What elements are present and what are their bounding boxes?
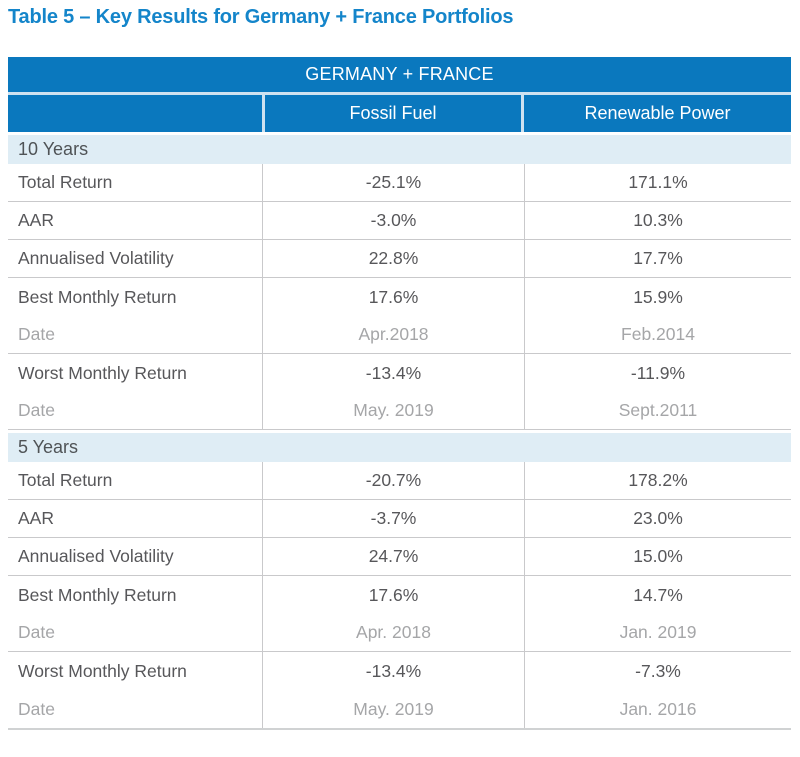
renewable-power-value: 15.0% (524, 538, 791, 575)
renewable-power-value: Feb.2014 (524, 316, 791, 353)
renewable-power-value: 15.9% (524, 278, 791, 316)
table-row: Worst Monthly Return -13.4% -11.9% (8, 354, 791, 392)
fossil-fuel-value: -20.7% (262, 462, 524, 499)
row-label: Worst Monthly Return (18, 362, 187, 383)
table-row: Total Return -20.7% 178.2% (8, 462, 791, 500)
fossil-fuel-value: 22.8% (262, 240, 524, 277)
table-row: Date Apr.2018 Feb.2014 (8, 316, 791, 354)
renewable-power-value: Jan. 2019 (524, 614, 791, 651)
section-5-years: 5 Years Total Return -20.7% 178.2% AAR -… (8, 433, 791, 728)
header-separator (8, 92, 791, 95)
fossil-fuel-value: -3.0% (262, 202, 524, 239)
table-row: Best Monthly Return 17.6% 14.7% (8, 576, 791, 614)
table-row: Total Return -25.1% 171.1% (8, 164, 791, 202)
table-row: Best Monthly Return 17.6% 15.9% (8, 278, 791, 316)
row-label: Best Monthly Return (18, 584, 177, 605)
fossil-fuel-value: Apr. 2018 (262, 614, 524, 651)
table-row: Date Apr. 2018 Jan. 2019 (8, 614, 791, 652)
fossil-fuel-value: -13.4% (262, 652, 524, 690)
fossil-fuel-value: Apr.2018 (262, 316, 524, 353)
fossil-fuel-value: 17.6% (262, 576, 524, 614)
renewable-power-value: 14.7% (524, 576, 791, 614)
row-label: Total Return (18, 172, 113, 192)
results-table: GERMANY + FRANCE Fossil Fuel Renewable P… (8, 57, 791, 730)
renewable-power-value: 17.7% (524, 240, 791, 277)
table-row: AAR -3.0% 10.3% (8, 202, 791, 240)
fossil-fuel-value: 24.7% (262, 538, 524, 575)
row-label: Date (18, 698, 55, 719)
table-row: AAR -3.7% 23.0% (8, 500, 791, 538)
renewable-power-value: 171.1% (524, 164, 791, 201)
renewable-power-value: -11.9% (524, 354, 791, 392)
row-label: Annualised Volatility (18, 248, 174, 268)
column-header-renewable-power: Renewable Power (524, 95, 791, 132)
section-header-10-years: 10 Years (8, 135, 791, 164)
table-caption: Table 5 – Key Results for Germany + Fran… (8, 6, 514, 28)
renewable-power-value: 23.0% (524, 500, 791, 537)
renewable-power-value: Jan. 2016 (524, 690, 791, 728)
renewable-power-value: 178.2% (524, 462, 791, 499)
table-body: 10 Years Total Return -25.1% 171.1% AAR … (8, 135, 791, 728)
fossil-fuel-value: -13.4% (262, 354, 524, 392)
row-label: Date (18, 400, 55, 420)
section-header-5-years: 5 Years (8, 433, 791, 462)
renewable-power-value: 10.3% (524, 202, 791, 239)
fossil-fuel-value: 17.6% (262, 278, 524, 316)
row-label: AAR (18, 210, 54, 230)
table-row: Worst Monthly Return -13.4% -7.3% (8, 652, 791, 690)
column-header-fossil-fuel: Fossil Fuel (262, 95, 524, 132)
row-label: Best Monthly Return (18, 286, 177, 307)
column-header-empty (8, 95, 262, 132)
row-label: AAR (18, 508, 54, 528)
fossil-fuel-value: May. 2019 (262, 392, 524, 429)
table-row: Annualised Volatility 24.7% 15.0% (8, 538, 791, 576)
row-label: Date (18, 622, 55, 642)
row-label: Date (18, 324, 55, 344)
fossil-fuel-value: -3.7% (262, 500, 524, 537)
column-header-row: Fossil Fuel Renewable Power (8, 95, 791, 132)
row-label: Worst Monthly Return (18, 660, 187, 681)
renewable-power-value: Sept.2011 (524, 392, 791, 429)
fossil-fuel-value: May. 2019 (262, 690, 524, 728)
row-label: Total Return (18, 470, 113, 490)
fossil-fuel-value: -25.1% (262, 164, 524, 201)
table-header-country: GERMANY + FRANCE (8, 57, 791, 92)
renewable-power-value: -7.3% (524, 652, 791, 690)
row-label: Annualised Volatility (18, 546, 174, 566)
section-10-years: 10 Years Total Return -25.1% 171.1% AAR … (8, 135, 791, 430)
table-row: Annualised Volatility 22.8% 17.7% (8, 240, 791, 278)
table-row: Date May. 2019 Sept.2011 (8, 392, 791, 430)
table-row: Date May. 2019 Jan. 2016 (8, 690, 791, 728)
